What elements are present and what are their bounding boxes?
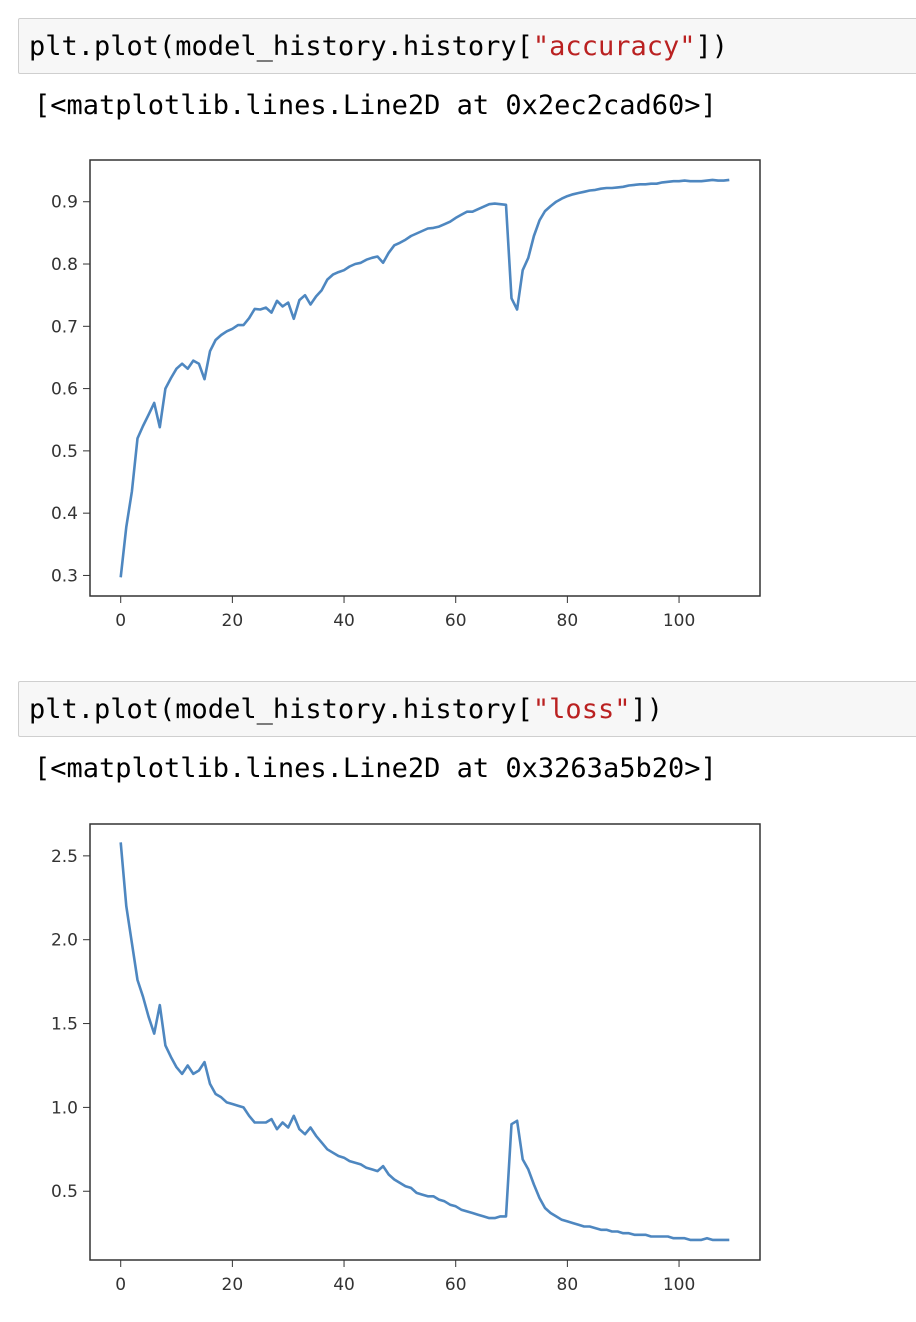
x-tick-label: 60 xyxy=(445,1275,467,1295)
x-tick-label: 100 xyxy=(663,1275,695,1295)
x-tick-label: 100 xyxy=(663,611,695,631)
code-text: ]) xyxy=(630,693,663,725)
x-tick-label: 60 xyxy=(445,611,467,631)
y-tick-label: 0.4 xyxy=(51,504,78,524)
y-tick-label: 0.8 xyxy=(51,255,78,275)
accuracy-line-chart: 0.3 0.4 0.5 0.6 0.7 0.8 0.9 0 20 40 60 80 100 xyxy=(51,159,761,631)
code-string-literal: "accuracy" xyxy=(532,30,696,62)
cell-output-text: [<matplotlib.lines.Line2D at 0x3263a5b20… xyxy=(34,753,717,784)
y-tick-label: 0.5 xyxy=(51,442,78,462)
plot-frame xyxy=(89,823,761,1261)
y-tick-label: 2.0 xyxy=(51,931,78,951)
x-tick-label: 0 xyxy=(115,611,126,631)
x-tick-label: 20 xyxy=(222,1275,244,1295)
x-tick-label: 40 xyxy=(333,611,355,631)
x-tick-label: 20 xyxy=(222,611,244,631)
y-tick-label: 1.5 xyxy=(51,1015,78,1035)
series-line xyxy=(119,842,730,1242)
y-tick-label: 1.0 xyxy=(51,1098,78,1118)
code-cell-accuracy[interactable]: plt.plot(model_history.history["accuracy… xyxy=(18,18,916,74)
code-cell-loss[interactable]: plt.plot(model_history.history["loss"]) xyxy=(18,681,916,737)
y-tick-label: 0.3 xyxy=(51,566,78,586)
y-tick-label: 0.7 xyxy=(51,317,78,337)
plot-frame xyxy=(89,159,761,597)
x-tick-label: 0 xyxy=(115,1275,126,1295)
x-tick-label: 80 xyxy=(557,1275,579,1295)
loss-line-chart: 0.5 1.0 1.5 2.0 2.5 0 20 40 60 80 100 xyxy=(51,823,761,1295)
code-text: plt.plot(model_history.history[ xyxy=(29,30,533,62)
y-tick-label: 2.5 xyxy=(51,847,78,867)
series-line xyxy=(119,178,730,578)
x-tick-label: 40 xyxy=(333,1275,355,1295)
y-tick-label: 0.9 xyxy=(51,193,78,213)
x-tick-label: 80 xyxy=(557,611,579,631)
cell-output-text: [<matplotlib.lines.Line2D at 0x2ec2cad60… xyxy=(34,90,717,121)
y-tick-label: 0.5 xyxy=(51,1182,78,1202)
y-tick-label: 0.6 xyxy=(51,380,78,400)
code-text: ]) xyxy=(695,30,728,62)
code-text: plt.plot(model_history.history[ xyxy=(29,693,533,725)
code-string-literal: "loss" xyxy=(532,693,631,725)
